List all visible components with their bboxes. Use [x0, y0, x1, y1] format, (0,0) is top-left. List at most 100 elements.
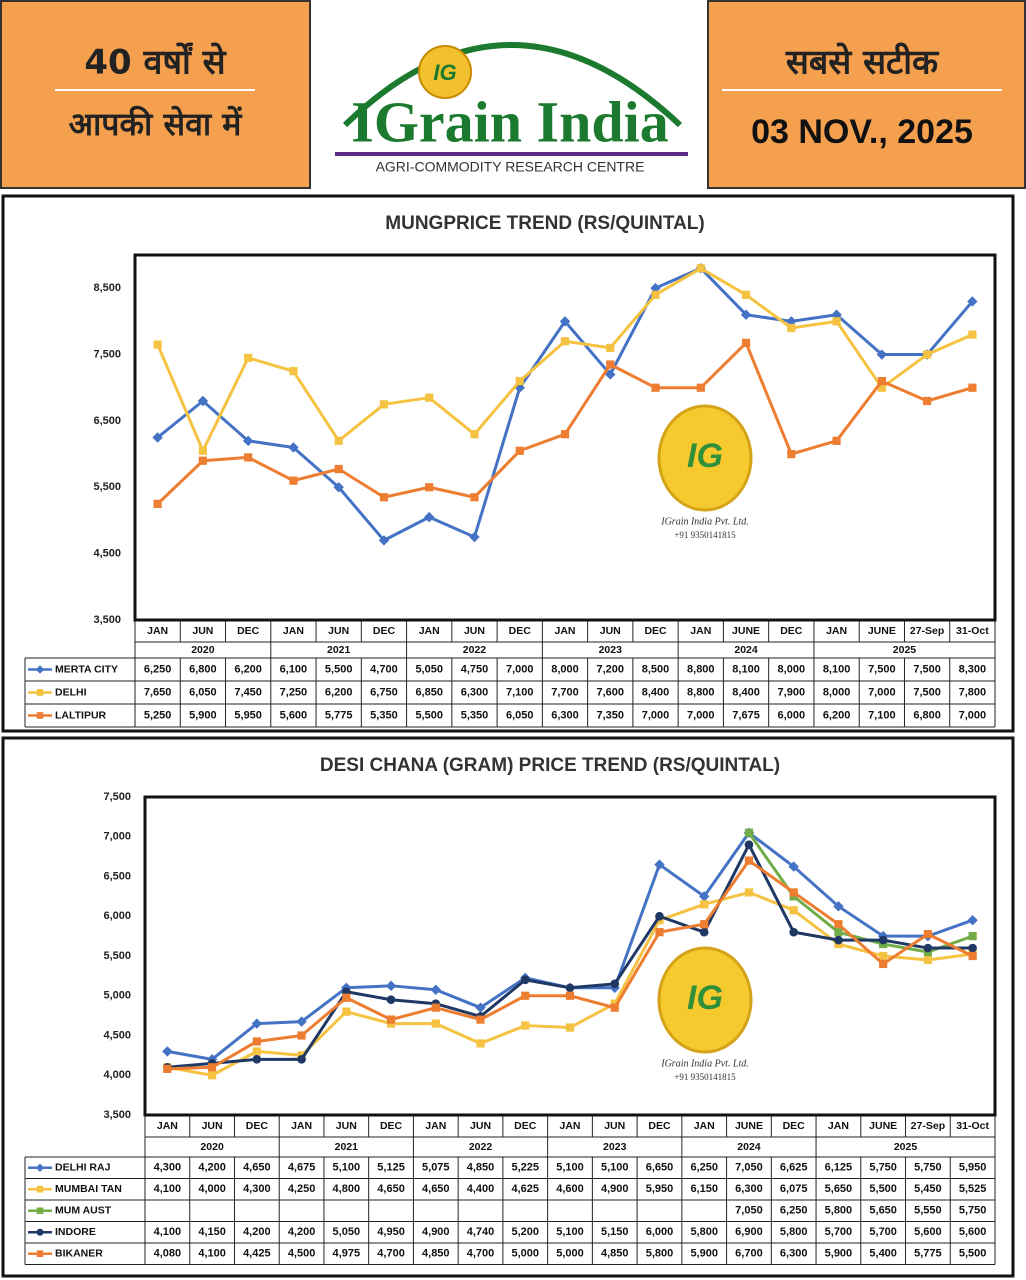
- value-label: 6,200: [823, 709, 851, 721]
- y-tick-label: 6,000: [103, 910, 131, 922]
- x-tick-label: DEC: [246, 1120, 269, 1132]
- value-label: 5,900: [825, 1248, 853, 1260]
- point: [252, 1047, 261, 1056]
- x-tick-label: DEC: [783, 1120, 806, 1132]
- point: [470, 493, 479, 502]
- point: [198, 456, 207, 465]
- point: [565, 991, 575, 1000]
- x-group-label: 2020: [191, 644, 215, 656]
- legend-marker: [36, 689, 44, 696]
- value-label: 5,125: [377, 1162, 405, 1174]
- legend-marker: [36, 712, 44, 719]
- point: [520, 975, 530, 985]
- value-label: 7,250: [280, 686, 308, 698]
- value-label: 4,850: [601, 1248, 629, 1260]
- value-label: 7,500: [913, 663, 941, 675]
- x-tick-label: JAN: [291, 1120, 312, 1132]
- value-label: 6,075: [780, 1183, 808, 1195]
- point: [208, 1063, 217, 1072]
- value-label: 4,425: [243, 1248, 271, 1260]
- point: [425, 393, 434, 402]
- value-label: 4,200: [198, 1162, 226, 1174]
- point: [288, 442, 299, 453]
- x-tick-label: DEC: [648, 1120, 671, 1132]
- x-tick-label: JUNE: [732, 625, 760, 637]
- point: [386, 995, 396, 1005]
- value-label: 7,200: [596, 663, 624, 675]
- value-label: 4,100: [154, 1183, 182, 1195]
- header-left-panel: [0, 0, 311, 189]
- header-left-line: 40 वर्षों से: [84, 42, 226, 83]
- point: [424, 511, 435, 523]
- point: [923, 955, 932, 965]
- x-tick-label: JAN: [157, 1120, 178, 1132]
- logo-arc: [342, 42, 683, 128]
- point: [923, 396, 932, 406]
- value-label: 6,625: [780, 1162, 808, 1174]
- value-label: 5,550: [914, 1205, 942, 1217]
- point: [244, 353, 253, 362]
- value-label: 7,450: [234, 686, 262, 698]
- point: [342, 1007, 351, 1016]
- value-label: 8,800: [687, 663, 715, 675]
- value-label: 4,200: [288, 1226, 316, 1238]
- x-tick-label: DEC: [514, 1120, 537, 1132]
- value-label: 7,500: [913, 686, 941, 698]
- x-tick-label: DEC: [380, 1120, 403, 1132]
- plot-area: [143, 795, 997, 1117]
- point: [208, 1071, 217, 1080]
- point: [431, 1003, 440, 1012]
- value-label: 4,850: [422, 1248, 450, 1260]
- point: [968, 951, 977, 961]
- logo-mark: IG: [433, 60, 456, 85]
- y-tick-label: 6,500: [93, 415, 121, 427]
- value-label: 5,050: [333, 1226, 361, 1238]
- value-label: 5,500: [959, 1248, 987, 1260]
- x-tick-label: JUNE: [869, 1120, 897, 1132]
- point: [923, 350, 932, 359]
- value-label: 4,300: [243, 1183, 271, 1195]
- point: [789, 888, 798, 897]
- x-tick-label: JUNE: [868, 625, 896, 637]
- value-label: 5,100: [601, 1162, 629, 1174]
- value-label: 6,300: [461, 686, 489, 698]
- value-label: 4,650: [422, 1183, 450, 1195]
- x-tick-label: JAN: [283, 625, 304, 637]
- header-date: 03 NOV., 2025: [751, 113, 973, 151]
- point: [876, 349, 888, 360]
- value-label: 5,950: [646, 1183, 674, 1195]
- y-tick-label: 8,500: [93, 282, 121, 294]
- point: [559, 316, 571, 327]
- value-label: 6,900: [735, 1226, 763, 1238]
- value-label: 4,625: [511, 1183, 539, 1195]
- value-label: 4,900: [601, 1183, 629, 1195]
- y-tick-label: 5,500: [103, 950, 131, 962]
- value-label: 8,400: [732, 686, 760, 698]
- point: [296, 1016, 307, 1027]
- value-label: 5,100: [556, 1162, 584, 1174]
- point: [560, 337, 570, 346]
- value-label: 5,525: [959, 1183, 987, 1195]
- point: [744, 856, 754, 865]
- value-label: 5,600: [280, 709, 308, 721]
- value-label: 4,650: [243, 1162, 271, 1174]
- value-label: 4,150: [198, 1226, 226, 1238]
- point: [153, 499, 162, 508]
- header-left-line: आपकी सेवा में: [69, 105, 244, 143]
- value-label: 5,350: [370, 709, 398, 721]
- x-tick-label: JUN: [192, 625, 213, 637]
- x-group-label: 2023: [603, 1141, 627, 1153]
- point: [297, 1031, 306, 1040]
- watermark-phone: +91 9350141815: [674, 1072, 736, 1082]
- legend-label: BIKANER: [55, 1248, 103, 1260]
- watermark-badge: [657, 404, 753, 512]
- x-tick-label: JUN: [202, 1120, 223, 1132]
- point: [425, 483, 434, 492]
- point: [606, 360, 615, 369]
- point: [700, 900, 709, 909]
- value-label: 5,600: [914, 1226, 942, 1238]
- watermark-mark: IG: [687, 437, 723, 475]
- y-tick-label: 7,000: [103, 831, 131, 843]
- x-tick-label: JUNE: [735, 1120, 763, 1132]
- point: [152, 432, 163, 443]
